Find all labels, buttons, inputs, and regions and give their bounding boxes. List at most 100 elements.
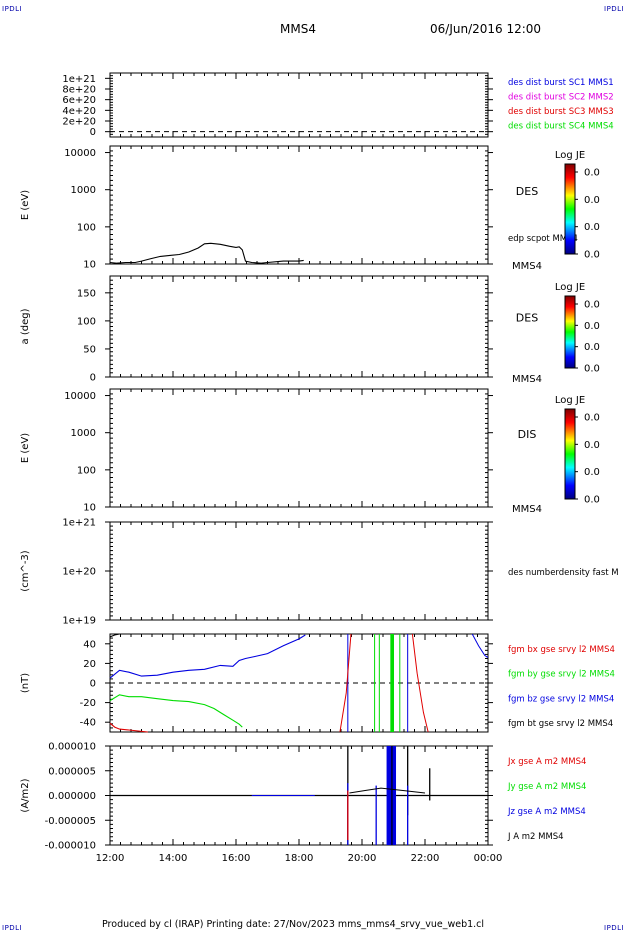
legend-entry: fgm bx gse srvy l2 MMS4	[508, 645, 615, 655]
corner-tag-bottom-right: IPDLI	[604, 924, 625, 932]
legend-entry: des dist burst SC1 MMS1	[508, 78, 614, 88]
panel-des-pitch: 150 100 50 0 a (deg) DES MMS4 Log JE 0.0 0.0 0.0 0.…	[20, 275, 600, 385]
corner-tag-top-left: IPDLI	[2, 5, 23, 13]
colorbar	[564, 408, 576, 500]
y-tick-label: 1000	[71, 185, 96, 196]
y-tick-label: 0.000000	[48, 791, 96, 802]
legend-entry: Jy gse A m2 MMS4	[507, 782, 586, 792]
colorbar-title: Log JE	[555, 282, 585, 293]
y-tick-label: 150	[77, 288, 96, 299]
instrument-label: DES	[516, 312, 538, 325]
colorbar-title: Log JE	[555, 150, 585, 161]
y-tick-label: 0	[90, 127, 96, 138]
legend-entry: des dist burst SC4 MMS4	[508, 122, 614, 132]
legend-entry: fgm by gse srvy l2 MMS4	[508, 670, 615, 680]
panel-frame	[109, 388, 489, 508]
y-tick-label: 1e+19	[62, 616, 96, 627]
instrument-label: DIS	[518, 428, 537, 441]
y-tick-label: 1e+21	[62, 74, 96, 85]
overlay-label: edp scpot MMS4	[508, 234, 578, 244]
spike-band	[390, 634, 394, 732]
panel-density: 1e+21 1e+20 1e+19 (cm^-3) des numberdensity …	[20, 518, 619, 627]
spacecraft-title: MMS4	[280, 22, 316, 36]
panel-frame	[109, 72, 489, 138]
bx-fall	[411, 634, 429, 732]
y-tick-label: -40	[80, 718, 96, 729]
y-tick-label: 100	[77, 222, 96, 233]
footer-text: Produced by cl (IRAP) Printing date: 27/…	[102, 919, 485, 930]
y-tick-label: 0	[90, 679, 96, 690]
y-tick-label: 1000	[71, 428, 96, 439]
x-tick-label: 18:00	[285, 853, 314, 864]
y-tick-label: 0	[90, 373, 96, 384]
y-tick-label: 1e+20	[62, 567, 96, 578]
colorbar-tick-label: 0.0	[584, 467, 600, 478]
corner-tag-bottom-left: IPDLI	[2, 924, 23, 932]
colorbar-tick-label: 0.0	[584, 413, 600, 424]
y-axis-label: E (eV)	[20, 190, 31, 220]
j-bump	[349, 787, 426, 794]
y-tick-label: 10000	[64, 391, 96, 402]
y-tick-label: 0.000005	[48, 766, 96, 777]
instrument-label: DES	[516, 185, 538, 198]
y-tick-label: 100	[77, 465, 96, 476]
y-tick-label: -20	[80, 698, 96, 709]
current-band	[386, 746, 397, 845]
colorbar-tick-label: 0.0	[584, 321, 600, 332]
colorbar	[564, 295, 576, 369]
fgm-spikes	[339, 634, 488, 732]
legend-entry: fgm bt gse srvy l2 MMS4	[508, 719, 613, 729]
colorbar-tick-label: 0.0	[584, 342, 600, 353]
panel-frame	[109, 145, 489, 265]
y-tick-label: 40	[83, 639, 96, 650]
y-tick-label: 1e+21	[62, 518, 96, 529]
y-axis-label: (cm^-3)	[20, 550, 31, 591]
corner-tag-top-right: IPDLI	[604, 5, 625, 13]
colorbar-tick-label: 0.0	[584, 195, 600, 206]
colorbar	[564, 163, 576, 255]
series-line	[109, 634, 306, 679]
y-tick-label: 10000	[64, 148, 96, 159]
colorbar-tick-label: 0.0	[584, 222, 600, 233]
y-tick-label: 8e+20	[62, 85, 96, 96]
colorbar-tick-label: 0.0	[584, 250, 600, 261]
legend-entry: Jx gse A m2 MMS4	[507, 757, 586, 767]
legend-entry: Jz gse A m2 MMS4	[507, 807, 586, 817]
colorbar-title: Log JE	[555, 395, 585, 406]
panel-current: 0.000010 0.000005 0.000000 -0.000005 -0.0000…	[20, 742, 586, 865]
y-axis-label: E (eV)	[20, 433, 31, 463]
y-tick-label: 10	[83, 503, 96, 514]
x-tick-label: 12:00	[96, 853, 125, 864]
panel-frame	[109, 521, 489, 621]
spacecraft-label: MMS4	[512, 261, 542, 272]
legend-entry: des numberdensity fast M	[508, 568, 619, 578]
colorbar-tick-label: 0.0	[584, 440, 600, 451]
y-tick-label: 10	[83, 260, 96, 271]
y-axis-label: (nT)	[20, 673, 31, 693]
panel-frame	[109, 275, 489, 378]
y-tick-label: 2e+20	[62, 117, 96, 128]
panel-fgm: 40 20 0 -20 -40 (nT) fgm bx gse srvy l2 MMS4 fg…	[20, 633, 615, 733]
x-tick-label: 14:00	[159, 853, 188, 864]
y-tick-label: 0.000010	[48, 742, 96, 753]
colorbar-tick-label: 0.0	[584, 364, 600, 375]
y-tick-label: 6e+20	[62, 95, 96, 106]
colorbar-tick-label: 0.0	[584, 495, 600, 506]
panel-dis-energy: 10000 1000 100 10 E (eV) DIS MMS4 Log JE 0.0 0.0 0…	[20, 388, 600, 515]
legend-entry: des dist burst SC3 MMS3	[508, 107, 614, 117]
x-tick-label: 22:00	[411, 853, 440, 864]
x-tick-label: 00:00	[474, 853, 503, 864]
y-tick-label: 100	[77, 316, 96, 327]
spacecraft-label: MMS4	[512, 504, 542, 515]
series-line	[109, 633, 120, 638]
series-line	[109, 242, 304, 264]
date-title: 06/Jun/2016 12:00	[430, 22, 542, 36]
y-tick-label: 4e+20	[62, 106, 96, 117]
legend-entry: des dist burst SC2 MMS2	[508, 93, 614, 103]
series-line	[109, 694, 243, 728]
series-line	[109, 722, 148, 733]
y-tick-label: 50	[83, 344, 96, 355]
y-axis-label: a (deg)	[20, 308, 31, 344]
